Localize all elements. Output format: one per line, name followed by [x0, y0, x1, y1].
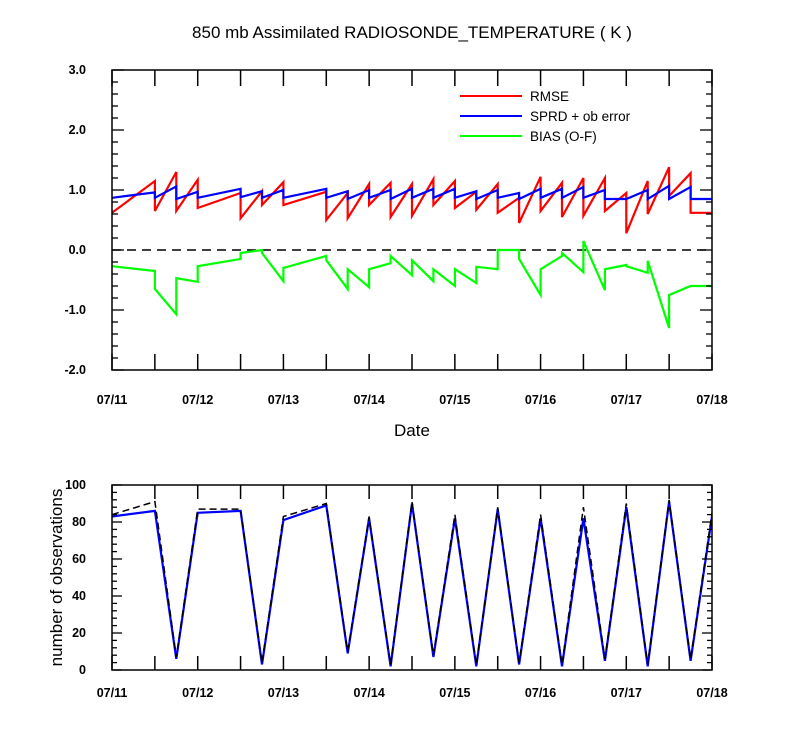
chart2-series-total — [112, 499, 712, 665]
chart1-xtick-label: 07/13 — [268, 393, 299, 407]
chart2-xtick-label: 07/12 — [182, 686, 213, 700]
chart2-series-assimilated — [112, 501, 712, 667]
chart2-xtick-label: 07/13 — [268, 686, 299, 700]
chart2-ytick-label: 20 — [72, 626, 86, 640]
chart1-legend-label-rmse: RMSE — [530, 89, 569, 104]
chart1-legend-label-bias-o-f: BIAS (O-F) — [530, 129, 597, 144]
chart1-ytick-label: 0.0 — [69, 243, 86, 257]
chart2-ytick-label: 0 — [79, 663, 86, 677]
chart1-title: 850 mb Assimilated RADIOSONDE_TEMPERATUR… — [192, 23, 632, 42]
chart2-ytick-label: 60 — [72, 552, 86, 566]
chart1-series-bias-o-f — [112, 240, 712, 329]
chart1-ytick-label: 2.0 — [69, 123, 86, 137]
chart1-series-rmse — [112, 166, 712, 234]
chart1-xtick-label: 07/17 — [611, 393, 642, 407]
chart1-ytick-label: -2.0 — [64, 363, 86, 377]
chart1-xtick-label: 07/15 — [439, 393, 470, 407]
chart2-xtick-label: 07/18 — [696, 686, 727, 700]
chart1-series-sprd-ob-error — [112, 183, 712, 201]
chart2-ylabel: number of observations — [47, 489, 66, 667]
chart1-xtick-label: 07/11 — [97, 393, 128, 407]
chart2-ytick-label: 100 — [65, 478, 86, 492]
chart1-xtick-label: 07/12 — [182, 393, 213, 407]
chart2-xtick-label: 07/15 — [439, 686, 470, 700]
chart1-xtick-label: 07/18 — [696, 393, 727, 407]
chart1-ytick-label: 1.0 — [69, 183, 86, 197]
chart1-xtick-label: 07/16 — [525, 393, 556, 407]
chart2-xtick-label: 07/17 — [611, 686, 642, 700]
chart1-ytick-label: -1.0 — [64, 303, 86, 317]
chart1-legend-label-sprd-ob-error: SPRD + ob error — [530, 109, 631, 124]
chart1-xtick-label: 07/14 — [354, 393, 385, 407]
chart2-xtick-label: 07/14 — [354, 686, 385, 700]
chart2-ytick-label: 40 — [72, 589, 86, 603]
chart2-xtick-label: 07/11 — [97, 686, 128, 700]
chart1-ytick-label: 3.0 — [69, 63, 86, 77]
chart2-xtick-label: 07/16 — [525, 686, 556, 700]
chart2-ytick-label: 80 — [72, 515, 86, 529]
chart1-xlabel: Date — [394, 421, 430, 440]
